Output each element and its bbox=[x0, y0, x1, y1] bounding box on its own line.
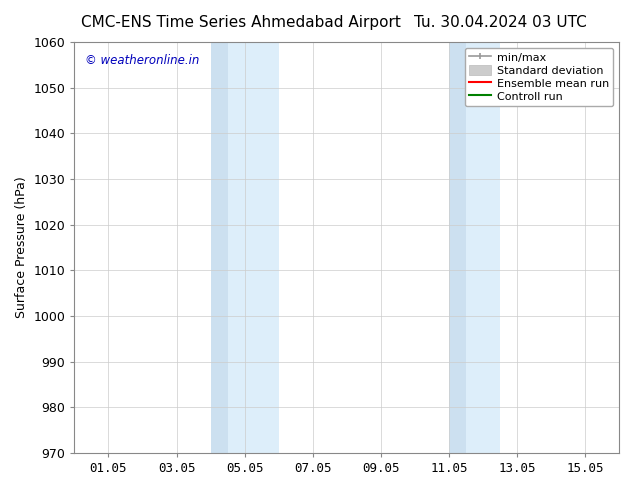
Text: Tu. 30.04.2024 03 UTC: Tu. 30.04.2024 03 UTC bbox=[415, 15, 587, 30]
Legend: min/max, Standard deviation, Ensemble mean run, Controll run: min/max, Standard deviation, Ensemble me… bbox=[465, 48, 614, 106]
Bar bbox=[228, 42, 279, 453]
Bar bbox=[449, 42, 466, 453]
Bar bbox=[210, 42, 228, 453]
Y-axis label: Surface Pressure (hPa): Surface Pressure (hPa) bbox=[15, 176, 28, 318]
Text: © weatheronline.in: © weatheronline.in bbox=[86, 54, 200, 68]
Text: CMC-ENS Time Series Ahmedabad Airport: CMC-ENS Time Series Ahmedabad Airport bbox=[81, 15, 401, 30]
Bar bbox=[466, 42, 500, 453]
